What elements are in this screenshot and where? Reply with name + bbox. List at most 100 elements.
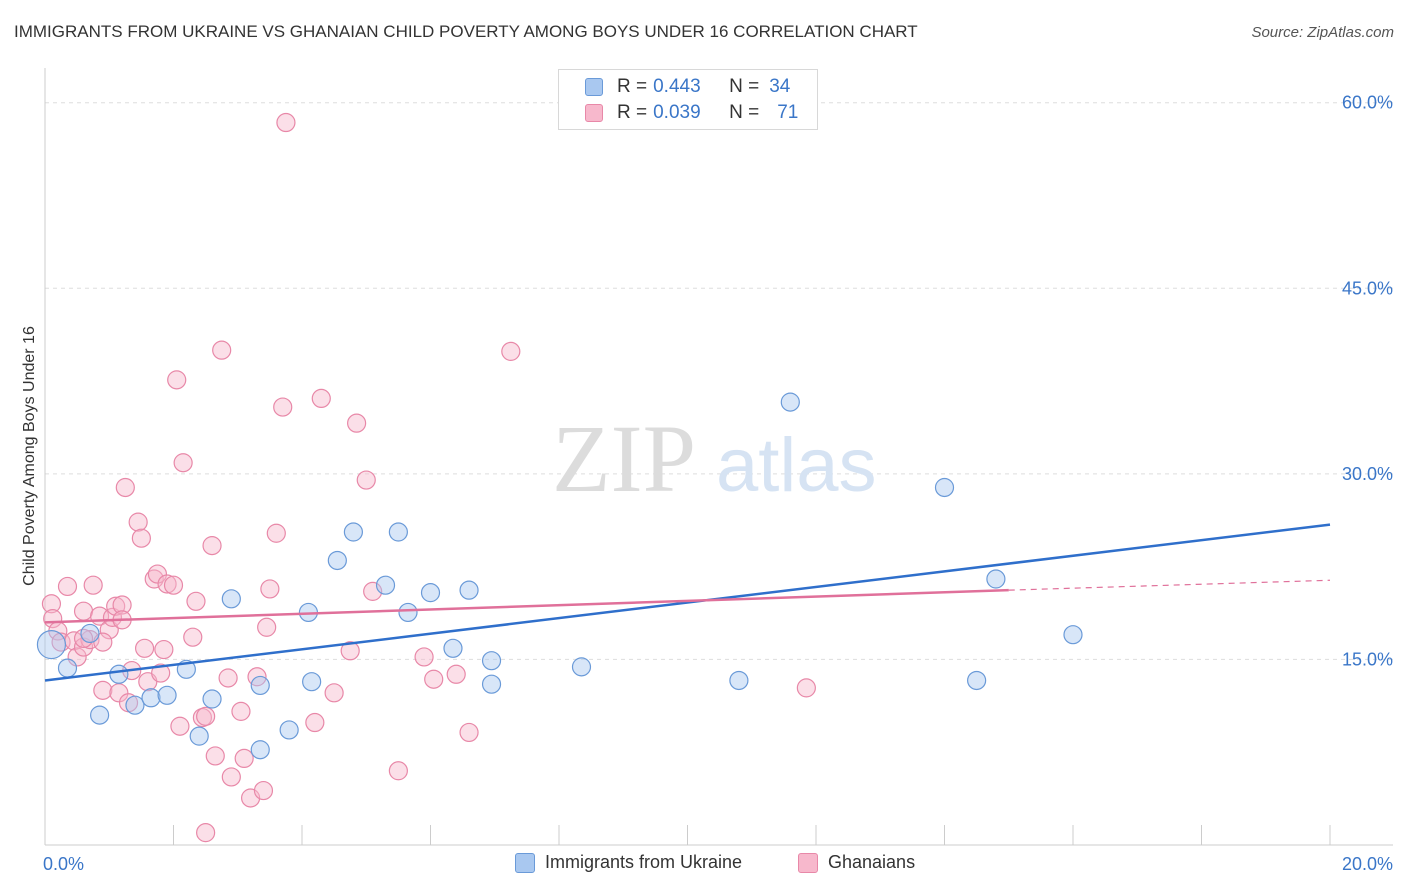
ghanaian-point	[93, 680, 113, 700]
ukraine-trendline	[44, 523, 1331, 682]
trend-lines	[44, 523, 1331, 682]
ghanaian-point	[170, 716, 190, 736]
ghanaian-point	[253, 780, 274, 801]
bottom-legend-ukraine: Immigrants from Ukraine	[515, 852, 742, 873]
y-tick-label: 30.0%	[1342, 464, 1393, 484]
ghanaian-point	[196, 823, 216, 843]
ukraine-point	[934, 477, 955, 498]
ghanaian-point	[112, 595, 132, 615]
y-tick-label: 45.0%	[1342, 278, 1393, 298]
ukraine-point	[202, 689, 222, 709]
ukraine-point	[343, 522, 363, 542]
legend-r-label: R =	[617, 76, 648, 97]
bottom-legend-swatch-blue	[515, 852, 535, 873]
y-axis-label: Child Poverty Among Boys Under 16	[21, 326, 38, 586]
ukraine-point	[481, 674, 502, 694]
ghanaian-point	[151, 663, 171, 683]
ghanaian-point	[324, 683, 344, 703]
x-tick-label: 0.0%	[43, 854, 84, 874]
ukraine-point	[125, 695, 145, 715]
ghanaian-point	[202, 536, 222, 556]
legend-swatch-pink	[585, 104, 603, 122]
ukraine-point	[375, 575, 396, 595]
ukraine-point	[189, 726, 209, 746]
ukraine-point	[279, 720, 299, 740]
ghanaian-point	[173, 453, 193, 473]
legend-n-label: N =	[729, 76, 760, 97]
ukraine-point	[420, 583, 441, 603]
ukraine-point	[443, 638, 463, 658]
ghanaian-point	[183, 627, 203, 647]
ghanaian-point	[67, 647, 87, 667]
legend-n-value: 71	[777, 102, 799, 123]
ghanaian-point	[347, 413, 367, 433]
ghanaian-point	[186, 591, 206, 611]
legend-row-ghanaians: R = 0.039 N = 71	[585, 101, 798, 125]
ukraine-point	[986, 569, 1006, 589]
ghanaian-point	[257, 617, 277, 637]
bottom-legend-label: Immigrants from Ukraine	[545, 852, 743, 872]
ghanaian-point	[167, 370, 187, 390]
axes	[44, 68, 1393, 846]
ghanaian-point	[273, 397, 293, 417]
ghanaian-trendline	[44, 588, 1009, 624]
y-tick-label: 15.0%	[1342, 649, 1393, 669]
ghanaian-point	[311, 388, 331, 409]
ghanaian-point	[157, 574, 177, 594]
ukraine-point	[388, 522, 408, 542]
ghanaian-point	[218, 668, 238, 688]
ukraine-point	[221, 589, 241, 609]
chart-title: IMMIGRANTS FROM UKRAINE VS GHANAIAN CHIL…	[14, 22, 918, 41]
ukraine-point	[327, 550, 347, 571]
ghanaian-point	[73, 628, 94, 649]
ghanaian-point	[73, 601, 94, 621]
data-points	[36, 112, 1083, 843]
bottom-legend-label: Ghanaians	[828, 852, 916, 872]
x-tick-label: 20.0%	[1342, 854, 1393, 874]
ukraine-point	[481, 651, 502, 671]
legend-r-value: 0.443	[653, 76, 701, 97]
bottom-legend-ghanaians: Ghanaians	[798, 852, 915, 873]
watermark: ZIP atlas	[552, 405, 877, 512]
ghanaian-point	[128, 512, 148, 532]
legend-swatch-blue	[585, 78, 603, 96]
ukraine-point	[250, 740, 270, 760]
ghanaian-point	[41, 594, 62, 614]
ghanaian-point	[260, 579, 280, 599]
ukraine-point	[57, 658, 78, 678]
grid-lines	[45, 102, 1393, 660]
ukraine-point	[967, 670, 987, 691]
ukraine-point	[36, 629, 67, 660]
legend-row-ukraine: R = 0.443 N = 34	[585, 75, 790, 99]
ghanaian-point	[356, 470, 376, 490]
chart-source: Source: ZipAtlas.com	[1251, 24, 1394, 41]
ghanaian-point	[266, 523, 286, 543]
ghanaian-point	[205, 746, 225, 766]
ghanaian-point	[340, 641, 360, 661]
ghanaian-point	[115, 477, 135, 498]
legend-n-label: N =	[729, 102, 760, 123]
ukraine-point	[571, 657, 592, 677]
legend-r-label: R =	[617, 102, 648, 123]
ukraine-point	[459, 580, 479, 600]
ukraine-point	[1063, 625, 1083, 645]
ghanaian-point	[424, 669, 444, 689]
ghanaian-point	[231, 701, 251, 721]
ukraine-point	[250, 675, 270, 696]
ukraine-point	[157, 685, 177, 705]
legend-r-value: 0.039	[653, 102, 701, 123]
ghanaian-point	[196, 706, 216, 726]
ghanaian-point	[57, 576, 78, 597]
ukraine-point	[729, 670, 749, 691]
correlation-legend: R = 0.443 N = 34 R = 0.039 N = 71	[558, 69, 818, 130]
ghanaian-point	[83, 575, 103, 595]
ghanaian-point	[459, 722, 479, 743]
ghanaian-point	[388, 761, 408, 781]
ghanaian-point	[134, 638, 155, 658]
ghanaian-trendline-extension	[1008, 579, 1331, 591]
ghanaian-point	[192, 707, 213, 728]
ghanaian-point	[154, 639, 174, 660]
ukraine-point	[90, 705, 110, 725]
legend-n-value: 34	[769, 76, 791, 97]
ghanaian-point	[501, 341, 521, 361]
